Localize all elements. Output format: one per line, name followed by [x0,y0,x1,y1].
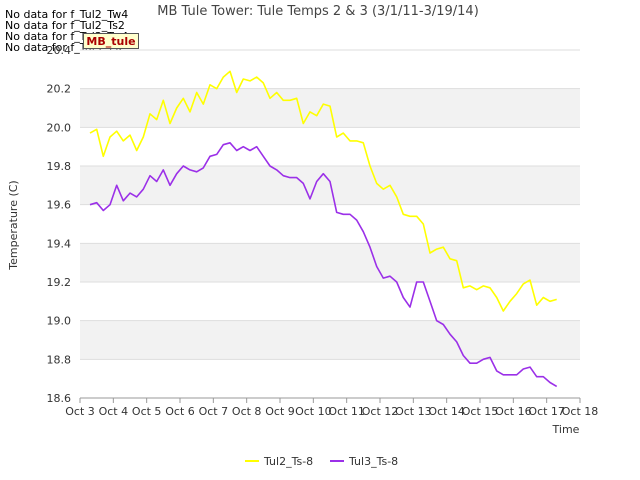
plot-band [80,204,580,244]
x-tick-label: Oct 6 [165,405,195,418]
y-tick-label: 19.4 [47,237,72,250]
plot-band [80,359,580,398]
plot-background [80,50,580,398]
series-line-tul2-ts-8 [89,70,557,312]
x-tick-label: Oct 11 [328,405,365,418]
y-tick-label: 20.2 [47,83,72,96]
plot-band [80,166,580,205]
x-tick-label: Oct 5 [132,405,162,418]
y-tick-label: 19.8 [47,160,72,173]
x-tick-label: Oct 12 [362,405,399,418]
legend: Tul2_Ts-8 Tul3_Ts-8 [245,455,398,468]
plot-band [80,50,580,89]
series-lines [89,70,558,388]
y-tick-label: 20.4 [47,44,72,57]
x-tick-label: Oct 4 [99,405,129,418]
series-line-tul3-ts-8 [89,142,558,388]
y-tick-label: 19.6 [47,199,72,212]
y-tick-label: 18.6 [47,392,72,405]
y-axis-ticks: 18.6 18.8 19.0 19.2 19.4 19.6 19.8 20.0 20.2 20.4 [47,44,72,405]
no-data-message: No data for f_Tul2_Ts2 [5,19,125,32]
x-tick-label: Oct 3 [65,405,95,418]
x-axis-ticks: Oct 3 Oct 4 Oct 5 Oct 6 Oct 7 Oct 8 Oct 9 Oct 1… [65,397,599,418]
x-tick-label: Oct 16 [495,405,532,418]
x-tick-label: Oct 7 [199,405,229,418]
x-tick-label: Oct 18 [562,405,599,418]
x-tick-label: Oct 17 [528,405,565,418]
y-tick-label: 18.8 [47,353,72,366]
legend-label: Tul2_Ts-8 [263,455,313,468]
x-tick-label: Oct 14 [428,405,465,418]
x-axis-title: Time [552,423,580,436]
legend-label: Tul3_Ts-8 [348,455,398,468]
no-data-message: No data for f_Tul3_Tw4 [5,30,129,43]
y-tick-label: 19.0 [47,315,72,328]
no-data-message: No data for f_Tul3_Ts2 [5,41,125,54]
y-tick-label: 19.2 [47,276,72,289]
y-tick-label: 20.0 [47,121,72,134]
plot-band [80,243,580,282]
plot-band [80,127,580,166]
x-tick-label: Oct 15 [462,405,499,418]
site-badge: MB_tule [83,33,139,49]
x-tick-label: Oct 8 [232,405,262,418]
chart-title: MB Tule Tower: Tule Temps 2 & 3 (3/1/11-… [157,4,479,19]
plot-band [80,282,580,321]
x-tick-label: Oct 13 [395,405,432,418]
no-data-message: No data for f_Tul2_Tw4 [5,8,129,21]
plot-band [80,320,580,360]
x-tick-label: Oct 10 [295,405,332,418]
x-tick-label: Oct 9 [265,405,295,418]
y-axis-title: Temperature (C) [7,180,20,270]
